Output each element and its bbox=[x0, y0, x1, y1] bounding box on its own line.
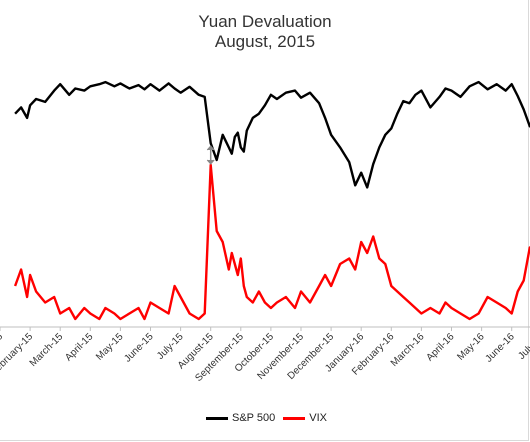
series-line-sp500 bbox=[14, 80, 530, 189]
x-tick-label: February-15 bbox=[0, 331, 36, 378]
x-tick-label: May-16 bbox=[455, 331, 487, 363]
x-tick-labels: January-15February-15March-15April-15May… bbox=[0, 327, 530, 384]
x-tick-label: June-15 bbox=[122, 331, 156, 365]
x-tick-label: June-16 bbox=[483, 331, 517, 365]
series-layer bbox=[13, 80, 530, 321]
x-tick-label: April-15 bbox=[63, 331, 95, 363]
annotation-arrowhead-up bbox=[206, 145, 215, 151]
legend-item-sp500: S&P 500 bbox=[206, 412, 275, 424]
x-tick-label: July-16 bbox=[516, 331, 530, 362]
series-line-vix bbox=[13, 163, 530, 321]
x-tick-label: March-15 bbox=[28, 331, 66, 369]
legend: S&P 500 VIX bbox=[206, 412, 327, 424]
legend-swatch-vix bbox=[283, 416, 306, 420]
x-tick-label: March-16 bbox=[389, 331, 427, 369]
annotation-arrow bbox=[206, 145, 215, 165]
x-tick-label: April-16 bbox=[424, 331, 456, 363]
x-tick-label: May-15 bbox=[94, 331, 126, 363]
legend-item-vix: VIX bbox=[283, 412, 327, 424]
legend-label-sp500: S&P 500 bbox=[232, 412, 276, 424]
chart-subtitle: August, 2015 bbox=[214, 32, 316, 51]
legend-swatch-sp500 bbox=[206, 416, 228, 420]
annotation-arrowhead-down bbox=[206, 159, 215, 165]
chart-title-block: Yuan Devaluation August, 2015 bbox=[0, 12, 530, 52]
legend-label-vix: VIX bbox=[309, 412, 327, 424]
chart-title: Yuan Devaluation bbox=[198, 12, 332, 31]
